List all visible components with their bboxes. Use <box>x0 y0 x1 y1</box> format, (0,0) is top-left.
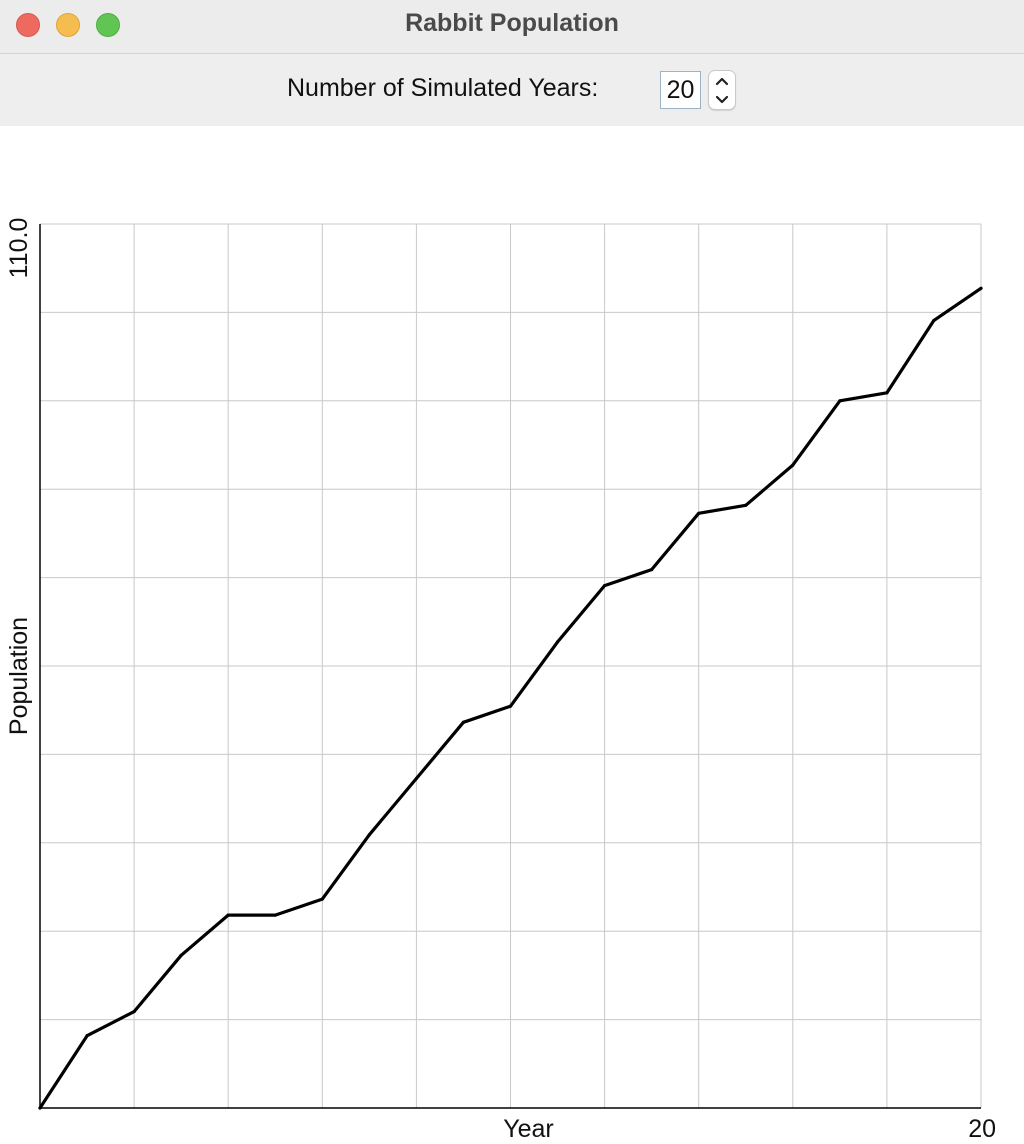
data-point <box>979 286 983 290</box>
years-stepper[interactable] <box>708 70 736 110</box>
data-point <box>838 399 842 403</box>
data-point <box>744 503 748 507</box>
close-window-button[interactable] <box>16 13 40 37</box>
population-chart: 110.0 Population Year 20 <box>5 218 996 1143</box>
stepper-down-button[interactable] <box>709 90 735 109</box>
y-axis-label: Population <box>5 617 33 735</box>
data-point <box>132 1009 136 1014</box>
data-point <box>273 913 277 917</box>
data-point <box>603 584 607 588</box>
points-layer <box>38 286 983 1110</box>
x-axis-label: Year <box>503 1115 554 1143</box>
data-point <box>320 897 324 901</box>
data-point <box>179 953 183 957</box>
zoom-window-button[interactable] <box>96 13 120 37</box>
window-title: Rabbit Population <box>405 9 619 37</box>
y-max-tick-label: 110.0 <box>5 218 33 279</box>
data-point <box>508 704 513 708</box>
data-point <box>38 1106 42 1110</box>
data-point <box>461 720 466 724</box>
stepper-up-button[interactable] <box>709 71 735 90</box>
data-point <box>226 913 230 917</box>
controls-panel: Number of Simulated Years: <box>0 54 1024 126</box>
chevron-down-icon <box>715 95 729 103</box>
x-max-tick-label: 20 <box>968 1115 996 1143</box>
data-point <box>367 833 371 837</box>
data-point <box>697 511 701 515</box>
data-point <box>885 391 889 395</box>
data-point <box>932 318 936 323</box>
data-point <box>791 463 795 467</box>
title-bar: Rabbit Population <box>0 0 1024 54</box>
years-input[interactable] <box>660 71 701 109</box>
data-point <box>555 640 560 644</box>
chevron-up-icon <box>715 77 729 85</box>
data-point <box>414 776 418 781</box>
plot-area: 110.0 Population Year 20 <box>0 126 1024 1144</box>
years-label: Number of Simulated Years: <box>287 74 599 102</box>
data-point <box>85 1034 89 1038</box>
data-point <box>650 567 654 572</box>
minimize-window-button[interactable] <box>56 13 80 37</box>
grid-layer <box>40 223 982 1108</box>
